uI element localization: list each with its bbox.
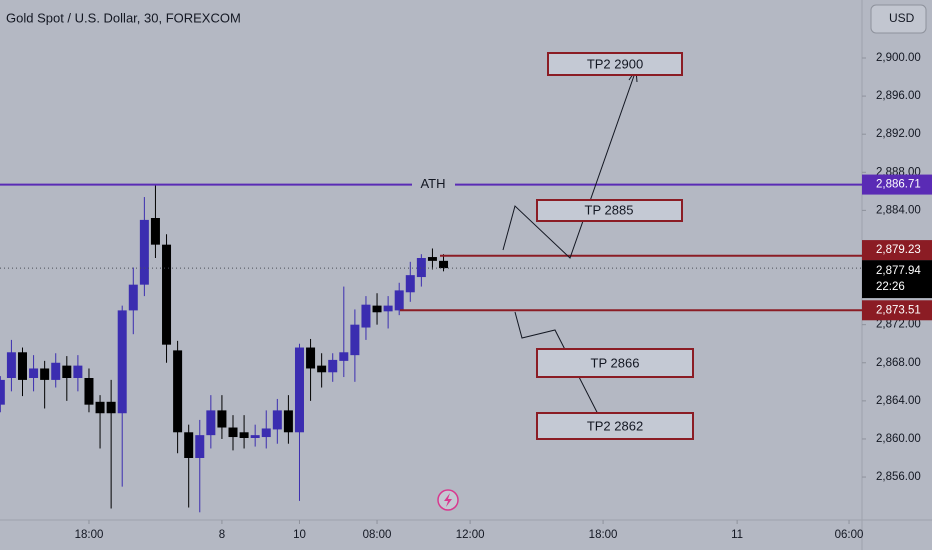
x-tick-label: 18:00 — [75, 529, 104, 541]
annotation: TP 2866 — [536, 348, 694, 378]
x-tick-label: 10 — [293, 529, 306, 541]
candle-body — [261, 428, 271, 438]
level-tag — [862, 174, 932, 195]
level-name: ATH — [420, 176, 445, 191]
level-tag — [862, 240, 932, 261]
y-tick-label: 2,884.00 — [876, 204, 921, 216]
candle-body — [84, 378, 94, 405]
x-tick-label: 12:00 — [456, 529, 485, 541]
candle-body — [0, 379, 5, 405]
candle-body — [117, 310, 127, 414]
candle-body — [195, 435, 205, 458]
candle-body — [217, 410, 227, 428]
currency-button[interactable] — [870, 4, 927, 34]
level-label: 2,886.71 — [876, 179, 921, 191]
y-tick-label: 2,860.00 — [876, 433, 921, 445]
candle-body — [62, 365, 72, 378]
candle-body — [162, 244, 172, 345]
annotation-text: TP 2866 — [591, 355, 640, 370]
candle-body — [95, 401, 105, 414]
y-tick-label: 2,892.00 — [876, 128, 921, 140]
y-tick-label: 2,868.00 — [876, 357, 921, 369]
candle-body — [139, 219, 149, 285]
candle-body — [184, 432, 194, 458]
candle-body — [427, 257, 437, 261]
x-tick-label: 8 — [219, 529, 225, 541]
candle-body — [228, 427, 238, 438]
level-label: 2,879.23 — [876, 244, 921, 256]
x-tick-label: 11 — [731, 529, 743, 541]
lightning-icon[interactable] — [437, 489, 459, 511]
x-tick-label: 18:00 — [589, 529, 618, 541]
candle-body — [73, 365, 83, 378]
x-tick-label: 06:00 — [835, 529, 864, 541]
annotation-box — [547, 52, 683, 76]
y-tick-label: 2,872.00 — [876, 319, 921, 331]
candle-body — [128, 284, 138, 311]
y-tick-label: 2,900.00 — [876, 52, 921, 64]
annotation-text: TP 2885 — [585, 202, 634, 217]
candle-body — [250, 435, 260, 438]
currency-label: USD — [889, 11, 915, 25]
candle-body — [361, 304, 371, 328]
candle-body — [206, 410, 216, 436]
candle-body — [317, 365, 327, 373]
candle-body — [416, 258, 426, 278]
annotation: TP2 2900 — [547, 52, 683, 76]
candle-body — [350, 324, 360, 356]
annotation-text: TP2 2900 — [587, 56, 643, 71]
annotation: TP 2885 — [536, 199, 683, 222]
plot-layer: 2,856.00 2,860.00 2,864.00 2,868.00 2,872.00… — [0, 52, 932, 541]
y-tick-label: 2,864.00 — [876, 395, 921, 407]
candle-body — [294, 347, 304, 433]
annotation-box — [536, 199, 683, 222]
x-tick-label: 08:00 — [363, 529, 392, 541]
candle-body — [40, 368, 50, 380]
annotation-text: TP2 2862 — [587, 418, 643, 433]
candle-body — [306, 347, 316, 369]
candle-body — [106, 401, 116, 414]
candle-body — [6, 352, 16, 378]
icon-bolt — [444, 493, 452, 507]
candle-body — [339, 352, 349, 361]
annotation-box — [536, 412, 694, 440]
last-price-tag — [862, 260, 932, 299]
candle-body — [272, 410, 282, 430]
candle-body — [405, 275, 415, 293]
candle-body — [372, 305, 382, 313]
chart-title: Gold Spot / U.S. Dollar, 30, FOREXCOM — [6, 10, 241, 25]
candle-body — [439, 260, 449, 269]
last-price-label: 2,877.94 — [876, 265, 921, 277]
candle-body — [394, 290, 404, 311]
candle-body — [283, 410, 293, 433]
candle-body — [51, 362, 61, 380]
annotation: TP2 2862 — [536, 412, 694, 440]
candle-body — [383, 305, 393, 312]
y-tick-label: 2,896.00 — [876, 90, 921, 102]
countdown-label: 22:26 — [876, 281, 905, 293]
y-tick-label: 2,856.00 — [876, 471, 921, 483]
candle-body — [150, 218, 160, 245]
projection-path — [502, 69, 637, 259]
candle-body — [328, 359, 338, 373]
candle-body — [17, 352, 27, 380]
candle-body — [239, 432, 249, 438]
annotation-box — [536, 348, 694, 378]
level-label: 2,873.51 — [876, 304, 921, 316]
level-tag — [862, 300, 932, 321]
candle-body — [29, 368, 39, 378]
candle-body — [173, 350, 183, 433]
